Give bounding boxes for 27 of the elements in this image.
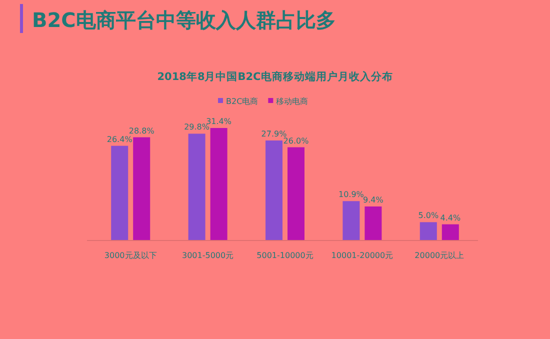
chart-subtitle: 2018年8月中国B2C电商移动端用户月收入分布 <box>157 70 393 83</box>
bar <box>442 224 459 240</box>
data-label: 26.4% <box>106 134 133 144</box>
bar <box>188 134 206 240</box>
data-label: 26.0% <box>283 136 310 146</box>
x-tick-label: 10001-20000元 <box>331 251 394 260</box>
bar <box>111 146 128 240</box>
chart-title: B2C电商平台中等收入人群占比多 <box>32 8 336 32</box>
x-tick-label: 3001-5000元 <box>182 251 234 260</box>
bar <box>210 128 228 240</box>
data-label: 9.4% <box>363 195 384 204</box>
x-tick-label: 5001-10000元 <box>256 251 314 260</box>
data-label: 10.9% <box>338 190 364 200</box>
legend-label: 移动电商 <box>276 97 308 106</box>
x-tick-label: 20000元以上 <box>414 251 464 260</box>
bar <box>266 140 282 240</box>
x-tick-label: 3000元及以下 <box>104 251 157 260</box>
bar <box>133 137 150 240</box>
data-label: 4.4% <box>440 213 461 222</box>
bar <box>342 201 360 240</box>
bar <box>364 206 382 240</box>
data-label: 5.0% <box>418 211 439 220</box>
data-label: 27.9% <box>261 129 288 138</box>
bar <box>288 147 304 240</box>
data-label: 28.8% <box>128 126 155 136</box>
legend-label: B2C电商 <box>226 97 258 106</box>
bar <box>420 222 437 240</box>
